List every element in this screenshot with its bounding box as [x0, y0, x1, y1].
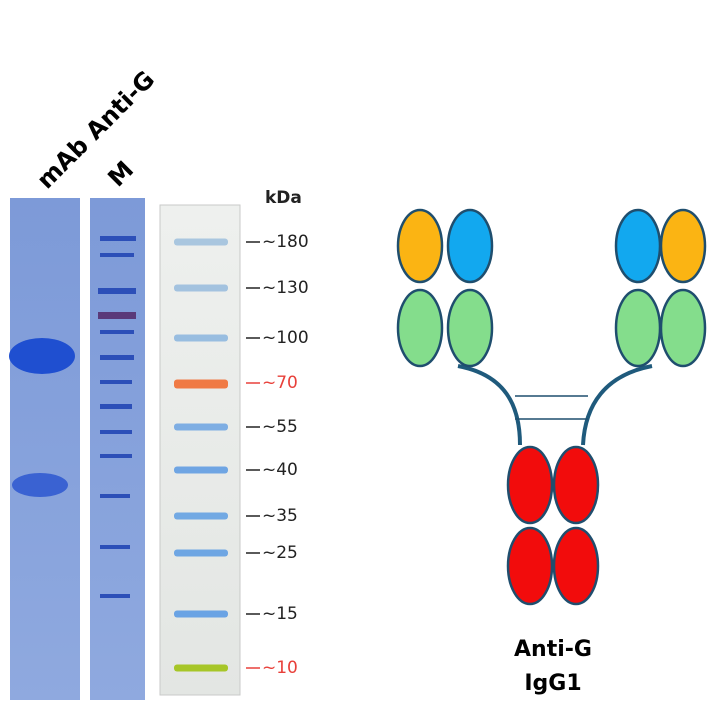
lane-label: mAb Anti-G [31, 65, 160, 194]
domain [446, 208, 494, 284]
ladder-band [174, 334, 228, 342]
antibody-name: Anti-G [514, 637, 592, 662]
ladder-markers: ~180 ~130 ~100 ~70 ~55 ~40 ~35 ~25 ~15 ~10 [174, 232, 309, 678]
domain [506, 526, 554, 606]
ladder-band [174, 664, 228, 672]
marker-label: ~25 [262, 543, 298, 563]
domain [396, 208, 444, 284]
domain [552, 445, 600, 525]
ladder-band [174, 610, 228, 618]
unit-label: kDa [265, 188, 302, 208]
domain [396, 288, 444, 368]
marker-label: ~15 [262, 604, 298, 624]
ladder-band [174, 379, 228, 389]
antibody-isotype: IgG1 [524, 671, 581, 696]
marker-bands [98, 236, 136, 598]
marker-label: ~70 [262, 373, 298, 393]
ladder-band [174, 512, 228, 520]
domain [614, 288, 662, 368]
gel-lane [10, 198, 80, 700]
domain [446, 288, 494, 368]
ladder-band [174, 238, 228, 246]
gel-band [9, 338, 75, 374]
marker-label: ~10 [262, 658, 298, 678]
ladder-band [174, 284, 228, 292]
marker-label: ~55 [262, 417, 298, 437]
gel-band [12, 473, 68, 497]
domain [659, 208, 707, 284]
domain [506, 445, 554, 525]
domain [614, 208, 662, 284]
antibody [396, 208, 707, 606]
ladder-band [174, 423, 228, 431]
marker-label: ~35 [262, 506, 298, 526]
heavy-chain [581, 364, 653, 446]
domain [552, 526, 600, 606]
heavy-chain [457, 364, 522, 446]
marker-label: ~180 [262, 232, 309, 252]
marker-label: ~100 [262, 328, 309, 348]
marker-label: ~40 [262, 460, 298, 480]
domain [659, 288, 707, 368]
ladder-band [174, 549, 228, 557]
lane-label: M [102, 156, 139, 193]
gel-lane [90, 198, 145, 700]
marker-label: ~130 [262, 278, 309, 298]
ladder-band [174, 466, 228, 474]
ladder-panel [159, 204, 241, 696]
